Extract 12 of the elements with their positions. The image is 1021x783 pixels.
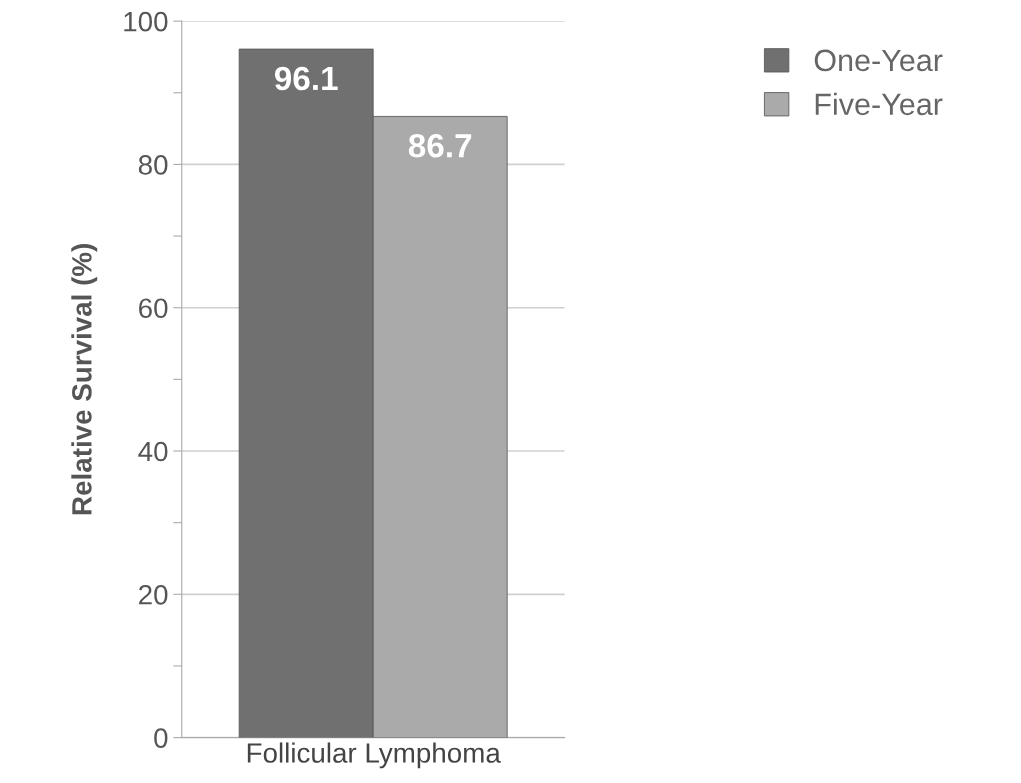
legend-label: One-Year xyxy=(814,49,943,72)
y-tick-label: 40 xyxy=(138,441,168,462)
data-label: 96.1 xyxy=(274,66,338,91)
y-tick-label: 20 xyxy=(139,584,168,605)
legend-label: Five-Year xyxy=(815,92,943,116)
y-tick-label: 60 xyxy=(139,298,168,319)
x-tick-label: Follicular Lymphoma xyxy=(247,742,501,769)
y-tick-label: 0 xyxy=(154,728,168,748)
y-tick-label: 80 xyxy=(138,155,168,175)
y-axis-title: Relative Survival (%) xyxy=(71,244,98,515)
data-label: 86.7 xyxy=(408,133,472,158)
y-tick-label: 100 xyxy=(124,11,168,32)
